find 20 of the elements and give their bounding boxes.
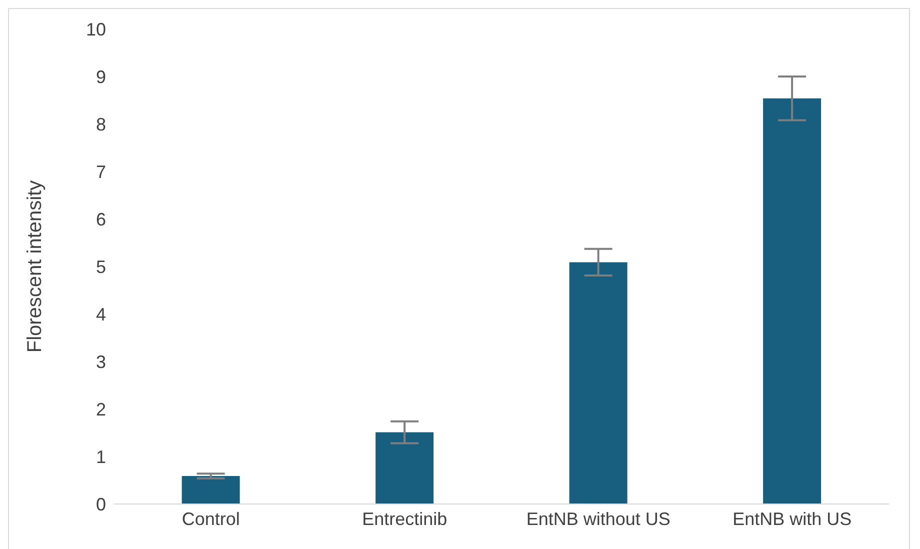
y-tick-label: 7: [96, 162, 106, 182]
x-tick-label: EntNB with US: [732, 508, 852, 529]
x-tick-label: Entrectinib: [362, 508, 448, 529]
y-tick-label: 2: [96, 399, 106, 420]
bar: [376, 432, 434, 504]
x-tick-label: EntNB without US: [526, 508, 670, 529]
y-tick-label: 6: [96, 209, 106, 230]
bar: [569, 262, 628, 504]
y-tick-label: 10: [86, 19, 106, 40]
y-tick-label: 1: [96, 446, 106, 467]
y-tick-label: 4: [96, 304, 106, 324]
y-tick-label: 3: [96, 352, 106, 372]
y-tick-label: 8: [96, 114, 106, 134]
y-tick-label: 5: [96, 256, 106, 277]
y-axis-title: Florescent intensity: [24, 180, 46, 353]
bar: [763, 98, 822, 504]
bar: [182, 476, 240, 504]
y-tick-label: 9: [96, 66, 106, 87]
y-tick-label: 0: [96, 494, 106, 514]
x-tick-label: Control: [182, 508, 240, 529]
